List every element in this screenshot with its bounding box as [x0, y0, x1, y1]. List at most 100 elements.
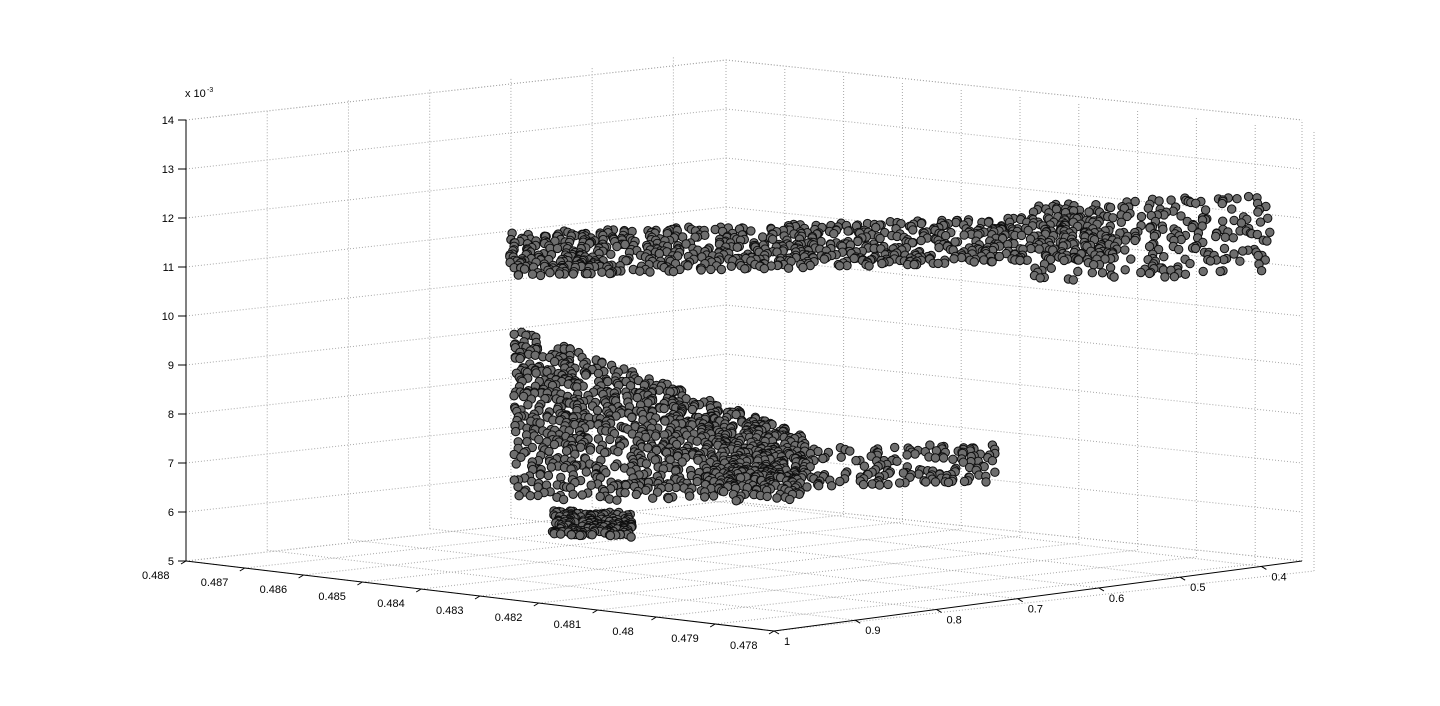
scatter-point	[1154, 196, 1164, 206]
scatter-point	[519, 264, 530, 274]
scatter-point	[826, 481, 837, 491]
scatter-point	[1252, 229, 1263, 240]
scatter-point	[708, 491, 719, 501]
x-tick-label: 0.484	[377, 598, 405, 610]
scatter-point	[513, 270, 524, 280]
scatter-point	[626, 532, 636, 542]
scatter-point	[687, 404, 698, 415]
z-left-wall-gridline	[185, 255, 727, 317]
scatter-point	[513, 482, 523, 492]
scatter-point	[941, 231, 951, 241]
z-right-wall-gridline	[725, 304, 1303, 366]
scatter-point	[959, 230, 969, 240]
scatter-point	[516, 452, 526, 462]
scatter-point	[910, 449, 920, 459]
scatter-point	[731, 409, 741, 420]
x-tick-label: 0.487	[201, 577, 229, 589]
z-tick-label: 5	[168, 556, 174, 568]
scatter-point	[605, 268, 615, 279]
scatter-point	[700, 492, 710, 502]
z-left-wall-gridline	[185, 500, 727, 562]
scatter-point	[1218, 216, 1228, 226]
scatter-point	[523, 400, 533, 410]
scatter-point	[943, 477, 954, 488]
scatter-point	[759, 263, 769, 274]
x-tick-mark	[768, 630, 775, 635]
scatter-point	[1015, 255, 1025, 266]
scatter-point	[1174, 244, 1184, 255]
scatter-point	[1198, 266, 1208, 277]
scatter-point	[1136, 211, 1147, 222]
scatter-point	[1243, 191, 1254, 202]
scatter-point	[1180, 269, 1191, 279]
scatter-point	[871, 222, 881, 233]
x-tick-label: 0.486	[260, 584, 288, 596]
scatter-point	[1126, 254, 1136, 264]
scatter-point	[875, 233, 885, 244]
scatter-point	[659, 403, 669, 414]
x-tick-mark	[357, 581, 363, 586]
z-tick-label: 11	[163, 262, 174, 274]
z-left-wall-gridline	[185, 304, 727, 366]
scatter-point	[581, 467, 591, 477]
scatter-point	[635, 266, 645, 276]
scatter-point	[1059, 255, 1069, 266]
scatter-point	[758, 232, 768, 242]
y-tick-mark	[936, 609, 942, 613]
scatter-point	[677, 457, 687, 467]
scatter-point	[552, 243, 563, 254]
x-tick-label: 0.479	[671, 633, 699, 645]
scatter-point	[1073, 266, 1083, 277]
scatter-point	[802, 482, 812, 492]
scatter-point	[1190, 243, 1201, 254]
scatter-point	[1185, 258, 1195, 269]
scatter-point	[668, 266, 679, 277]
scatter-point	[1144, 268, 1155, 279]
z-right-wall-gridline	[725, 157, 1303, 219]
scatter-point	[1046, 263, 1057, 273]
scatter-point	[1122, 211, 1132, 222]
scatter-point	[549, 439, 560, 450]
scatter-point	[511, 426, 521, 437]
z-left-wall-gridline	[185, 59, 727, 121]
scatter-point	[1200, 205, 1211, 215]
scatter-point	[1191, 198, 1201, 209]
z-left-wall-gridline	[185, 108, 727, 170]
scatter-point	[1120, 235, 1131, 245]
scatter-point	[1263, 213, 1273, 224]
z-tick-label: 10	[162, 311, 174, 323]
scatter-point	[1026, 243, 1036, 254]
z-right-wall-gridline	[725, 353, 1303, 415]
scatter-point	[916, 218, 926, 229]
scatter-point	[858, 479, 869, 490]
scatter-point	[798, 262, 808, 273]
scatter-point	[525, 491, 535, 501]
scatter-point	[1105, 262, 1116, 273]
scatter-point	[1238, 246, 1248, 256]
y-floor-gridline	[592, 506, 1181, 578]
x-tick-mark	[474, 595, 481, 600]
x-tick-mark	[533, 602, 540, 607]
x-tick-mark	[592, 609, 598, 614]
scatter-point	[648, 493, 658, 503]
scatter-point	[853, 236, 863, 247]
scatter-point	[549, 356, 560, 367]
scatter-point	[921, 477, 931, 487]
scatter-point	[819, 254, 829, 264]
z-right-wall-gridline	[725, 402, 1303, 464]
y-tick-label: 1	[784, 636, 790, 648]
scatter-point	[1215, 266, 1225, 277]
x-tick-mark	[651, 616, 657, 621]
scatter-point	[515, 353, 525, 364]
scatter-point	[959, 476, 970, 487]
scatter-point	[692, 476, 702, 487]
scatter-point	[859, 461, 870, 471]
scatter-point	[740, 264, 750, 274]
scatter-point	[949, 254, 959, 264]
scatter-point	[1035, 273, 1045, 283]
scatter-point	[1187, 222, 1197, 233]
y-tick-mark	[773, 630, 780, 635]
scatter-point	[958, 457, 968, 467]
scatter-point	[643, 443, 653, 453]
